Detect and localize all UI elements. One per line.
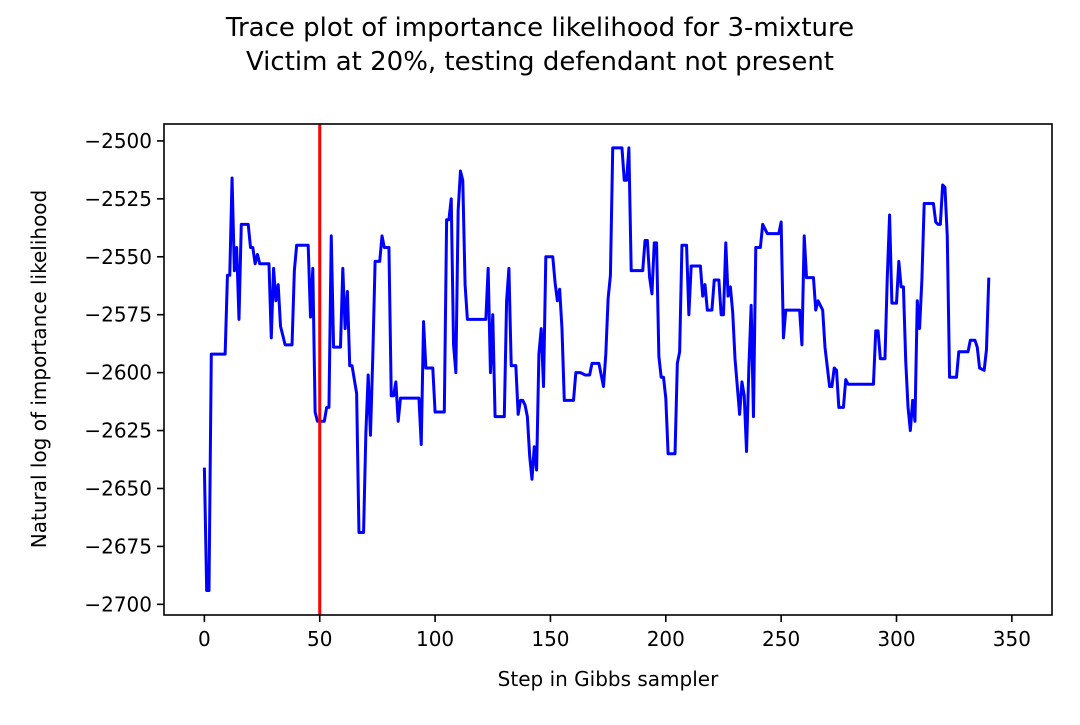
x-tick-label: 0 <box>198 627 211 651</box>
x-axis-label: Step in Gibbs sampler <box>498 667 719 691</box>
y-tick-label: −2550 <box>84 245 152 269</box>
y-tick-label: −2500 <box>84 129 152 153</box>
y-tick-label: −2575 <box>84 303 152 327</box>
x-tick-label: 200 <box>647 627 685 651</box>
plot-frame <box>163 123 1053 616</box>
x-tick-label: 350 <box>993 627 1031 651</box>
chart-title-line-1: Trace plot of importance likelihood for … <box>225 13 854 43</box>
y-tick-label: −2525 <box>84 187 152 211</box>
x-tick-label: 300 <box>877 627 915 651</box>
x-tick-label: 150 <box>531 627 569 651</box>
y-tick-label: −2600 <box>84 361 152 385</box>
series-line-0 <box>202 146 991 592</box>
x-tick-label: 50 <box>307 627 332 651</box>
y-tick-label: −2675 <box>84 534 152 558</box>
plot-data <box>202 124 991 615</box>
y-tick-label: −2700 <box>84 592 152 616</box>
y-tick-label: −2625 <box>84 419 152 443</box>
chart-title-line-2: Victim at 20%, testing defendant not pre… <box>246 47 834 77</box>
y-tick-label: −2650 <box>84 476 152 500</box>
x-tick-label: 100 <box>416 627 454 651</box>
x-tick-label: 250 <box>762 627 800 651</box>
axis-ticks: 0 50 100 150 200 250 300 350 −2500 −2525 −2550 −257… <box>84 129 1031 651</box>
y-axis-label: Natural log of importance likelihood <box>27 190 51 548</box>
